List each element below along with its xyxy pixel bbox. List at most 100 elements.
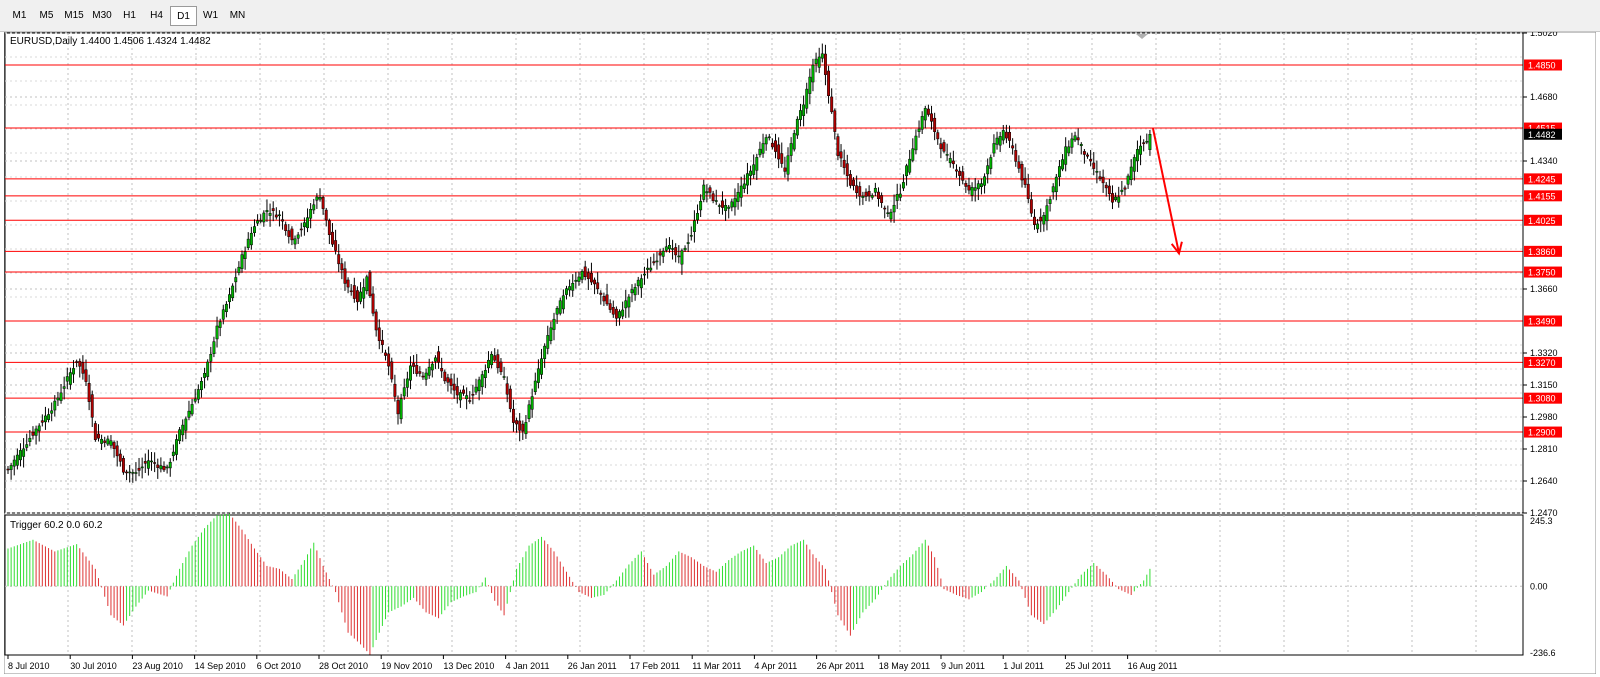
time-tick: 23 Aug 2010 (132, 661, 183, 671)
candle (580, 269, 584, 284)
timeframe-h4[interactable]: H4 (150, 10, 163, 21)
candle (390, 357, 394, 383)
candle (571, 274, 575, 297)
trend-arrow[interactable] (1151, 127, 1183, 256)
timeframe-m15[interactable]: M15 (64, 10, 84, 21)
candle (128, 464, 132, 483)
candle (855, 175, 859, 199)
level-label-bg (1524, 190, 1562, 202)
candle (1089, 149, 1093, 167)
candle (883, 205, 887, 219)
candle (224, 301, 228, 318)
timeframe-m30[interactable]: M30 (92, 10, 112, 21)
candle (970, 182, 974, 202)
candle (175, 434, 178, 461)
candle (967, 177, 971, 195)
candle (487, 351, 490, 374)
candle (733, 188, 737, 216)
candle (661, 247, 665, 264)
candle (424, 368, 428, 386)
candle (589, 262, 593, 286)
candle (895, 183, 899, 209)
candle (352, 277, 356, 303)
candle (1045, 198, 1049, 231)
level-label: 1.4025 (1528, 216, 1556, 226)
candle (50, 402, 54, 422)
timeframe-d1[interactable]: D1 (170, 6, 197, 26)
chart-shift-marker[interactable] (1136, 34, 1148, 39)
candle (59, 383, 63, 404)
candle (1126, 173, 1130, 189)
candle (68, 367, 72, 390)
candle (842, 149, 846, 175)
level-label-bg (1524, 214, 1562, 226)
timeframe-h1[interactable]: H1 (123, 10, 136, 21)
candle (742, 174, 746, 194)
candle (680, 248, 684, 275)
candle (387, 346, 391, 376)
candle (505, 376, 509, 403)
candle (1017, 155, 1021, 173)
level-label-bg (1524, 356, 1562, 368)
timeframe-m1[interactable]: M1 (12, 10, 27, 21)
candle (87, 374, 91, 411)
candle (1061, 154, 1065, 172)
candlestick-series (6, 43, 1152, 483)
level-label-bg (1524, 266, 1562, 278)
time-axis: 8 Jul 2010 30 Jul 2010 23 Aug 2010 14 Sep 2… (7, 655, 1177, 671)
candle (377, 319, 381, 350)
candle (1054, 173, 1058, 201)
candle (259, 214, 263, 224)
candle (306, 208, 309, 233)
candle (911, 138, 915, 163)
timeframe-m5[interactable]: M5 (39, 10, 54, 21)
candle (262, 210, 266, 227)
candle (979, 178, 983, 195)
candle (193, 389, 197, 404)
candle (655, 251, 659, 270)
candle (1039, 208, 1043, 233)
candle (724, 198, 728, 221)
candle (62, 376, 66, 400)
time-tick: 1 Jul 2011 (1003, 661, 1044, 671)
candle (755, 153, 759, 180)
timeframe-w1[interactable]: W1 (203, 10, 218, 21)
candle (942, 139, 946, 154)
candle (986, 158, 990, 184)
candle (440, 357, 444, 378)
horizontal-levels[interactable] (5, 64, 1523, 433)
candle (692, 210, 696, 243)
indicator-tick: -236.6 (1530, 648, 1556, 658)
candle (727, 204, 731, 219)
chart-window[interactable]: EURUSD,Daily 1.4400 1.4506 1.4324 1.4482… (4, 32, 1596, 674)
candle (380, 329, 384, 353)
candle (758, 141, 762, 158)
candle (355, 286, 359, 311)
candle (633, 283, 637, 301)
price-tick: 1.4680 (1530, 92, 1558, 102)
candle (97, 424, 100, 442)
price-tick: 1.2470 (1530, 508, 1558, 518)
level-label: 1.3860 (1528, 247, 1556, 257)
candle (156, 458, 160, 479)
level-label-bg (1524, 59, 1562, 71)
candle (930, 105, 933, 130)
candle (820, 43, 824, 63)
candle (15, 448, 19, 470)
time-tick: 26 Jan 2011 (568, 661, 617, 671)
candle (923, 105, 927, 129)
candle (1135, 140, 1139, 172)
candle (549, 321, 553, 345)
candle (992, 134, 996, 157)
candle (125, 469, 129, 481)
candle (958, 166, 962, 187)
candle (31, 426, 35, 440)
price-tick: 1.3320 (1530, 348, 1558, 358)
candle (146, 449, 150, 476)
candle (150, 451, 153, 471)
timeframe-mn[interactable]: MN (229, 10, 246, 21)
candle (1014, 143, 1018, 167)
candle (649, 256, 653, 273)
price-axis: 1.5020 1.4680 1.4340 1.3660 1.3320 1.3150 1.29… (1522, 32, 1558, 518)
candle (1104, 182, 1108, 197)
